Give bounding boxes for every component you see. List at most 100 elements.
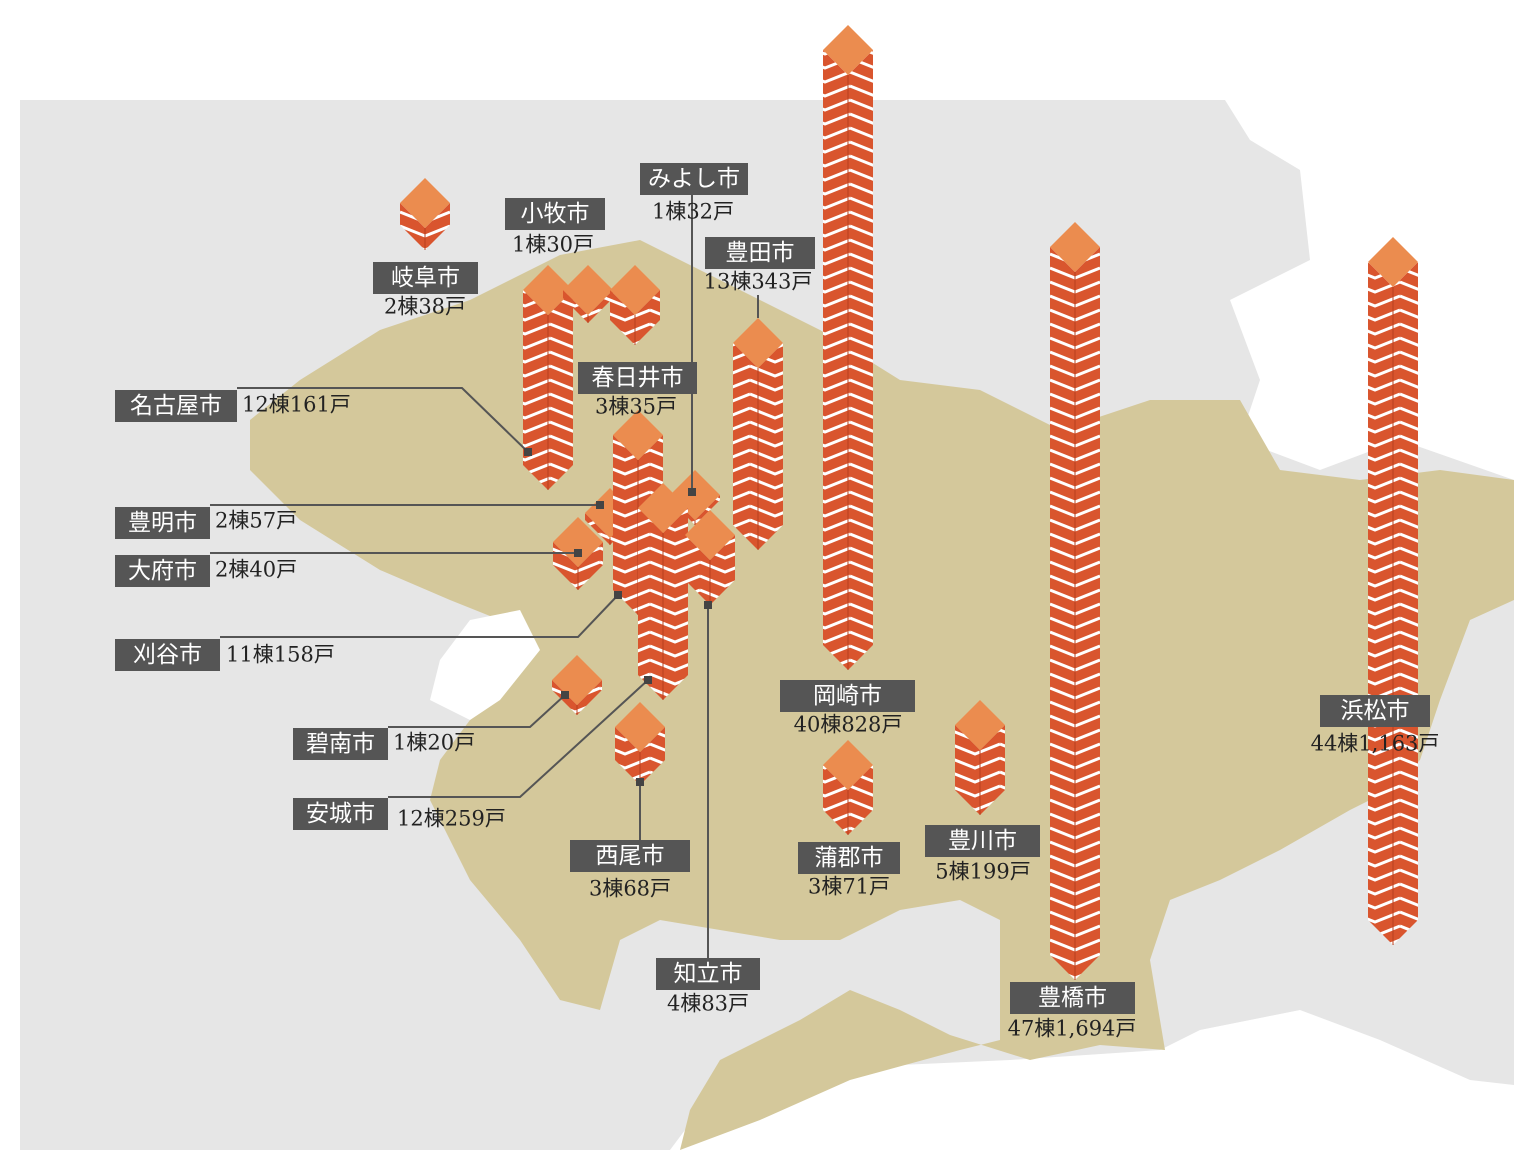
leader-line: [388, 679, 649, 798]
city-count: 5棟199戸: [935, 860, 1030, 884]
city-name-box: [115, 555, 210, 587]
city-label: 豊田市 13棟343戸: [704, 237, 815, 294]
tower-top: [563, 265, 613, 315]
city-label: 知立市 4棟83戸: [656, 958, 760, 1016]
city-name-box: [640, 163, 748, 195]
leader-dot: [561, 691, 569, 699]
city-count: 40棟828戸: [794, 713, 903, 737]
city-label: 豊川市 5棟199戸: [925, 825, 1040, 884]
city-name: 岡崎市: [813, 683, 882, 709]
city-label: 碧南市 1棟20戸: [293, 728, 475, 760]
city-count: 3棟68戸: [589, 877, 671, 901]
city-name: 豊橋市: [1038, 985, 1107, 1011]
city-name-box: [373, 262, 478, 294]
city-label: みよし市 1棟32戸: [640, 163, 748, 224]
tower-top: [610, 265, 660, 315]
city-name: 碧南市: [306, 731, 375, 757]
city-name: 春日井市: [592, 365, 684, 391]
city-label: 安城市 12棟259戸: [293, 798, 506, 831]
city-name-box: [293, 798, 388, 830]
city-name-box: [570, 840, 690, 872]
city-count: 13棟343戸: [704, 270, 813, 294]
tower-top: [638, 483, 688, 533]
tower-top: [553, 517, 603, 567]
city-label: 大府市 2棟40戸: [115, 555, 297, 587]
leader-dot: [636, 778, 644, 786]
city-name-box: [115, 507, 210, 539]
leader-dot: [614, 591, 622, 599]
city-label: 刈谷市 11棟158戸: [115, 639, 335, 671]
city-name: 安城市: [306, 801, 375, 827]
city-name-box: [1010, 982, 1135, 1014]
city-label: 名古屋市 12棟161戸: [115, 390, 351, 422]
tower-top: [685, 510, 735, 560]
tower-top: [523, 265, 573, 315]
leader-dot: [704, 601, 712, 609]
tower-top: [955, 700, 1005, 750]
city-name-box: [578, 362, 697, 394]
tower-top: [823, 740, 873, 790]
city-count: 1棟30戸: [512, 233, 594, 257]
leader-dot: [688, 488, 696, 496]
tower-top: [733, 318, 783, 368]
leader-dot: [574, 549, 582, 557]
tower-top: [613, 410, 663, 460]
city-name: 豊田市: [726, 240, 795, 266]
city-count: 2棟38戸: [384, 295, 466, 319]
city-name: 西尾市: [596, 843, 665, 869]
leader-dot: [644, 676, 652, 684]
city-count: 3棟71戸: [808, 875, 890, 899]
city-name-box: [780, 680, 915, 712]
leader-line: [220, 594, 619, 638]
city-name: 知立市: [674, 961, 743, 987]
city-count: 47棟1,694戸: [1008, 1017, 1137, 1041]
city-count: 11棟158戸: [226, 643, 335, 667]
city-count: 2棟57戸: [215, 509, 297, 533]
city-label: 浜松市 44棟1,163戸: [1311, 695, 1440, 756]
city-name-box: [1320, 695, 1430, 727]
city-name-box: [656, 958, 760, 990]
city-count: 1棟20戸: [393, 731, 475, 755]
city-count: 1棟32戸: [652, 200, 734, 224]
city-name: 蒲郡市: [815, 845, 884, 871]
city-label: 小牧市 1棟30戸: [505, 198, 605, 257]
city-label: 春日井市 3棟35戸: [578, 362, 697, 419]
city-name: 大府市: [128, 558, 197, 584]
city-name-box: [293, 728, 388, 760]
city-name-box: [505, 198, 605, 230]
city-count: 3棟35戸: [595, 395, 677, 419]
city-name-box: [115, 639, 220, 671]
city-name: 浜松市: [1341, 698, 1410, 724]
city-label: 岐阜市 2棟38戸: [373, 262, 478, 319]
tower-top: [615, 702, 665, 752]
city-count: 12棟259戸: [397, 807, 506, 831]
tower-top: [823, 25, 873, 75]
city-name: 豊明市: [128, 510, 197, 536]
city-name-box: [115, 390, 237, 422]
city-count: 4棟83戸: [667, 992, 749, 1016]
city-name-box: [925, 825, 1040, 857]
city-name: 小牧市: [521, 201, 590, 227]
city-name: 刈谷市: [133, 642, 202, 668]
city-name: 岐阜市: [391, 265, 460, 291]
tower-top: [400, 178, 450, 228]
city-name-box: [798, 842, 900, 874]
city-name: 豊川市: [948, 828, 1017, 854]
city-count: 12棟161戸: [242, 393, 351, 417]
leader-dot: [524, 448, 532, 456]
city-label: 蒲郡市 3棟71戸: [798, 842, 900, 899]
city-name-box: [705, 237, 815, 269]
tower-top: [1050, 222, 1100, 272]
city-label: 豊橋市 47棟1,694戸: [1008, 982, 1137, 1041]
leader-line: [237, 387, 529, 453]
city-label: 西尾市 3棟68戸: [570, 840, 690, 901]
city-name: みよし市: [648, 166, 740, 192]
tower-top: [1368, 237, 1418, 287]
leader-dot: [596, 501, 604, 509]
city-count: 44棟1,163戸: [1311, 732, 1440, 756]
city-label: 豊明市 2棟57戸: [115, 507, 297, 539]
leader-line: [388, 694, 566, 728]
city-count: 2棟40戸: [215, 558, 297, 582]
